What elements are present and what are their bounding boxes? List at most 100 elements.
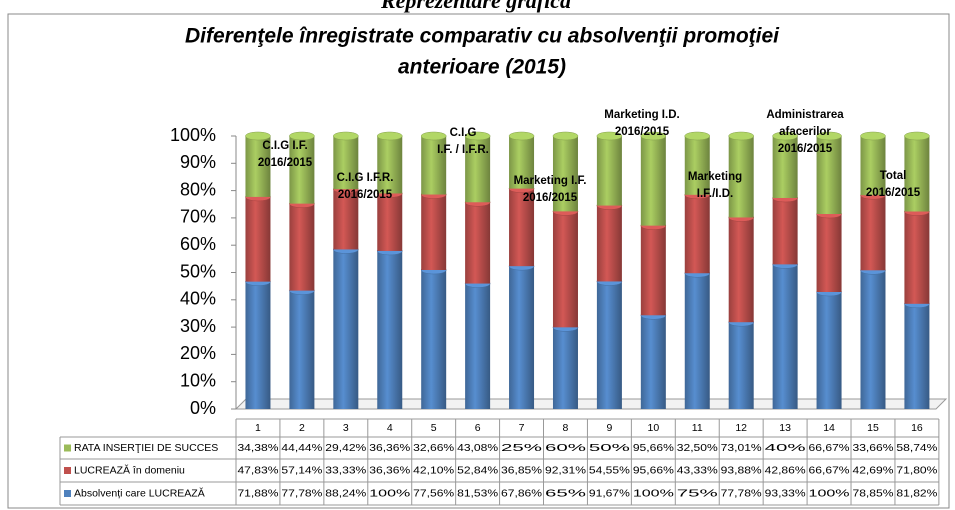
legend-label: RATA INSERŢIEI DE SUCCES	[74, 442, 218, 454]
value-label: 81,53%	[457, 487, 498, 499]
value-label: 65%	[545, 487, 586, 499]
value-label: 36,85%	[501, 464, 542, 476]
bar-segment	[816, 292, 842, 409]
bar-segment	[552, 327, 578, 409]
y-tick-label: 50%	[180, 261, 216, 281]
y-tick-label: 40%	[180, 289, 216, 309]
bar-segment	[904, 136, 930, 212]
bar-segment	[377, 193, 403, 251]
chart-title: anterioare (2015)	[398, 56, 566, 79]
bar-segment	[640, 225, 666, 316]
bar-segment	[640, 136, 666, 226]
bar-segment	[509, 266, 535, 409]
bar-segment	[728, 322, 754, 409]
legend-label: LUCREAZĂ în domeniu	[74, 463, 185, 476]
value-label: 57,14%	[281, 464, 322, 476]
x-tick-label: 4	[387, 422, 393, 434]
annotation: I.F. / I.F.R.	[437, 144, 489, 156]
bar-segment	[245, 281, 271, 409]
bar-segment	[333, 189, 359, 250]
legend-swatch	[64, 467, 71, 474]
value-label: 77,78%	[721, 487, 762, 499]
bar-segment	[245, 136, 271, 197]
annotation: Total	[880, 170, 907, 182]
segment-cap	[860, 131, 886, 141]
value-label: 66,67%	[809, 442, 850, 454]
value-label: 50%	[589, 442, 630, 454]
bar-segment	[860, 136, 886, 196]
legend-swatch	[64, 444, 71, 452]
bar-segment	[421, 194, 447, 270]
x-tick-label: 10	[647, 422, 659, 434]
bar-segment	[596, 136, 622, 206]
value-label: 93,88%	[721, 464, 762, 476]
value-label: 36,36%	[369, 442, 410, 454]
value-label: 71,80%	[896, 464, 937, 476]
x-tick-label: 16	[911, 422, 923, 434]
value-label: 95,66%	[633, 442, 674, 454]
annotation: Marketing	[688, 171, 742, 183]
y-tick-label: 70%	[180, 207, 216, 227]
annotation: I.F./I.D.	[697, 188, 733, 200]
value-label: 43,08%	[457, 442, 498, 454]
x-tick-label: 15	[867, 422, 879, 434]
value-label: 58,74%	[896, 442, 937, 454]
bar-segment	[509, 136, 535, 189]
segment-cap	[640, 131, 667, 141]
bar-segment	[772, 136, 798, 198]
bar-segment	[421, 269, 447, 409]
bar-segment	[245, 196, 271, 282]
legend-label: Absolvenți care LUCREAZĂ	[74, 486, 205, 499]
bar-segment	[552, 211, 578, 328]
bar-segment	[509, 188, 535, 267]
value-label: 78,85%	[852, 487, 893, 499]
value-label: 92,31%	[545, 464, 586, 476]
value-label: 75%	[677, 487, 718, 499]
y-tick-label: 0%	[190, 398, 216, 418]
value-label: 42,69%	[852, 464, 893, 476]
segment-cap	[508, 131, 535, 141]
value-label: 93,33%	[765, 487, 806, 499]
value-label: 54,55%	[589, 464, 630, 476]
bar-segment	[333, 249, 359, 409]
segment-cap	[596, 131, 623, 141]
annotation: C.I.G	[450, 127, 477, 139]
y-tick-label: 90%	[180, 152, 216, 172]
annotation: 2016/2015	[866, 187, 921, 199]
annotation: 2016/2015	[615, 126, 670, 138]
bar-segment	[640, 315, 666, 409]
x-tick-label: 6	[475, 422, 481, 434]
x-tick-label: 14	[823, 422, 835, 434]
value-label: 77,56%	[413, 487, 454, 499]
annotation: 2016/2015	[523, 192, 578, 204]
bar-segment	[289, 290, 315, 409]
value-label: 25%	[501, 442, 542, 454]
value-label: 77,78%	[281, 487, 322, 499]
bar-segment	[289, 203, 315, 291]
bar-segment	[728, 217, 754, 323]
y-tick-label: 80%	[180, 179, 216, 199]
value-label: 44,44%	[281, 442, 322, 454]
bar-segment	[333, 136, 359, 190]
page-header: Reprezentare grafică	[380, 0, 571, 13]
segment-cap	[728, 131, 754, 141]
segment-cap	[816, 131, 842, 141]
x-tick-label: 8	[563, 422, 569, 434]
bar-segment	[596, 281, 622, 409]
segment-cap	[904, 131, 930, 141]
value-label: 52,84%	[457, 464, 498, 476]
chart-title: Diferenţele înregistrate comparativ cu a…	[185, 25, 780, 48]
segment-cap	[552, 131, 579, 141]
value-label: 36,36%	[369, 464, 410, 476]
value-label: 100%	[633, 487, 674, 499]
annotation: 2016/2015	[258, 157, 313, 169]
bar-segment	[421, 136, 447, 195]
x-tick-label: 12	[735, 422, 747, 434]
segment-cap	[772, 131, 798, 141]
value-label: 88,24%	[325, 487, 366, 499]
segment-cap	[464, 131, 491, 141]
y-tick-label: 10%	[180, 370, 216, 390]
value-label: 71,88%	[237, 487, 278, 499]
x-tick-label: 7	[519, 422, 525, 434]
value-label: 100%	[809, 487, 850, 499]
